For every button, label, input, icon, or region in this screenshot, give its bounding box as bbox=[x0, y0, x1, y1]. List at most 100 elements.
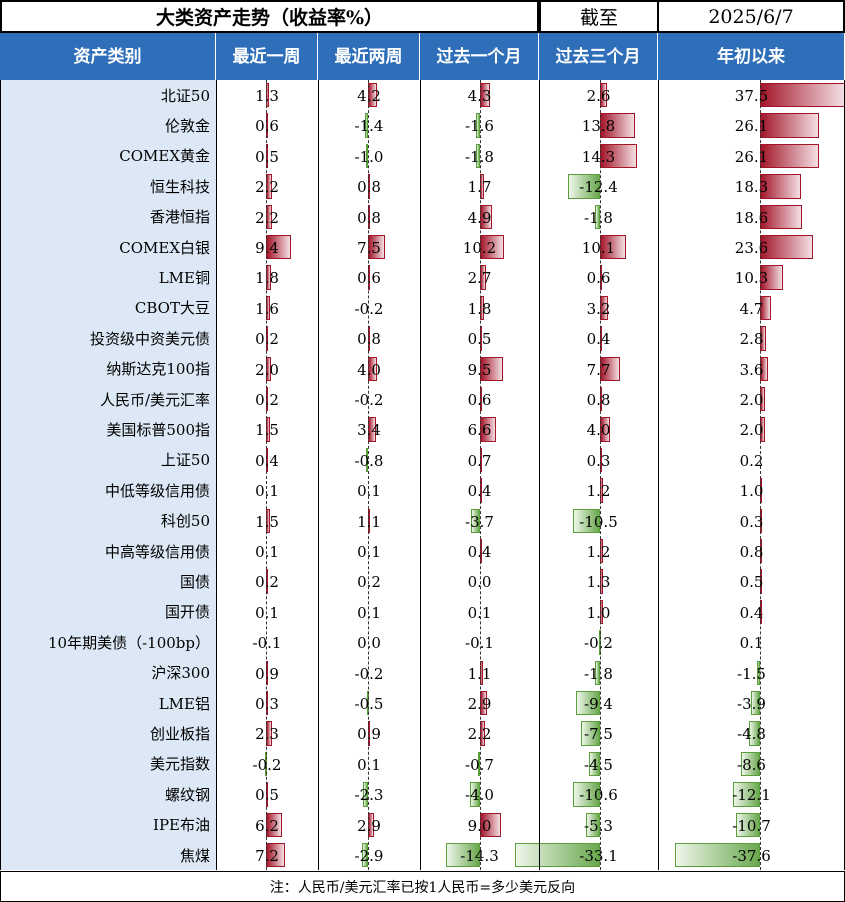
value-bar bbox=[362, 782, 368, 807]
value-bar bbox=[760, 204, 803, 229]
asset-name: CBOT大豆 bbox=[0, 292, 216, 324]
value-label: 0.4 bbox=[586, 330, 611, 349]
value-label: -0.8 bbox=[354, 451, 384, 470]
asset-name: 纳斯达克100指 bbox=[0, 353, 216, 384]
value-label: 2.8 bbox=[739, 330, 764, 349]
column-divider bbox=[216, 80, 217, 871]
value-bar bbox=[751, 691, 760, 716]
asset-name: COMEX黄金 bbox=[0, 140, 216, 172]
asset-name: 10年期美债（-100bp） bbox=[0, 627, 216, 658]
value-label: -1.6 bbox=[465, 117, 494, 136]
value-label: -3.9 bbox=[737, 695, 766, 713]
value-bar bbox=[365, 143, 368, 169]
value-bar bbox=[595, 660, 600, 685]
value-label: -37.6 bbox=[732, 847, 771, 865]
value-bar bbox=[595, 204, 600, 229]
value-bar bbox=[735, 812, 760, 837]
value-label: -0.2 bbox=[354, 299, 384, 318]
asset-name: IPE布油 bbox=[0, 809, 216, 840]
value-label: -0.5 bbox=[354, 695, 384, 713]
value-label: 0.4 bbox=[467, 482, 492, 501]
value-label: -0.1 bbox=[252, 634, 282, 653]
asset-name: 创业板指 bbox=[0, 718, 216, 749]
value-label: 0.5 bbox=[739, 573, 764, 592]
value-label: 0.4 bbox=[467, 543, 492, 561]
value-label: 0.2 bbox=[739, 451, 764, 470]
value-bar bbox=[576, 691, 600, 716]
value-label: -1.8 bbox=[584, 664, 613, 683]
value-label: 0.0 bbox=[467, 573, 492, 592]
value-label: 26.1 bbox=[734, 117, 769, 136]
value-label: -12.4 bbox=[579, 178, 618, 197]
asset-name: 国开债 bbox=[0, 596, 216, 628]
value-label: -10.6 bbox=[579, 786, 618, 805]
value-label: -5.3 bbox=[584, 816, 613, 835]
value-bar bbox=[470, 782, 480, 807]
value-label: -33.1 bbox=[579, 847, 618, 865]
value-label: 1.2 bbox=[586, 543, 611, 561]
value-bar bbox=[740, 751, 760, 777]
value-label: 4.3 bbox=[467, 87, 492, 105]
value-bar bbox=[756, 660, 760, 685]
column-header-0: 资产类别 bbox=[0, 33, 215, 80]
asset-name: 科创50 bbox=[0, 505, 216, 536]
value-label: 0.8 bbox=[739, 543, 764, 561]
column-divider bbox=[318, 80, 319, 871]
value-label: 0.1 bbox=[467, 603, 492, 622]
value-bar bbox=[600, 113, 636, 138]
asset-name: 香港恒指 bbox=[0, 201, 216, 232]
value-label: 2.0 bbox=[739, 391, 764, 409]
value-label: 0.6 bbox=[586, 269, 611, 288]
value-label: -10.5 bbox=[579, 512, 618, 531]
value-label: 4.0 bbox=[586, 421, 611, 440]
as-of-label: 截至 bbox=[539, 0, 659, 33]
value-label: -1.8 bbox=[465, 147, 494, 166]
value-label: 2.6 bbox=[586, 87, 611, 105]
value-label: -2.3 bbox=[354, 786, 384, 805]
asset-name: LME铜 bbox=[0, 262, 216, 293]
value-label: 1.1 bbox=[467, 664, 492, 683]
value-label: 7.7 bbox=[586, 360, 611, 379]
value-label: 2.2 bbox=[467, 725, 492, 744]
value-bar bbox=[573, 508, 600, 533]
value-label: -0.1 bbox=[465, 634, 494, 653]
value-label: -1.0 bbox=[354, 147, 384, 166]
value-bar bbox=[445, 843, 480, 868]
value-label: 3.2 bbox=[586, 299, 611, 318]
value-label: 0.3 bbox=[586, 451, 611, 470]
column-header-1: 最近一周 bbox=[216, 33, 317, 80]
value-label: 9.0 bbox=[467, 816, 492, 835]
asset-name: 国债 bbox=[0, 566, 216, 597]
value-label: -12.1 bbox=[732, 786, 771, 805]
value-label: 10.2 bbox=[462, 239, 497, 257]
asset-name: 中低等级信用债 bbox=[0, 475, 216, 506]
value-bar bbox=[471, 508, 480, 533]
value-bar bbox=[475, 143, 480, 169]
value-label: -1.5 bbox=[737, 664, 766, 683]
value-label: -9.4 bbox=[584, 695, 613, 713]
value-label: 14.3 bbox=[581, 147, 616, 166]
value-bar bbox=[600, 235, 626, 260]
value-bar bbox=[266, 235, 291, 260]
asset-name: 螺纹钢 bbox=[0, 779, 216, 810]
asset-name: 美元指数 bbox=[0, 748, 216, 780]
column-divider bbox=[420, 80, 421, 871]
value-label: 1.8 bbox=[467, 299, 492, 318]
asset-name: 上证50 bbox=[0, 444, 216, 476]
value-label: 0.7 bbox=[467, 451, 492, 470]
value-bar bbox=[586, 812, 600, 837]
value-bar bbox=[366, 447, 369, 473]
value-label: 0.3 bbox=[739, 512, 764, 531]
value-label: 0.4 bbox=[739, 603, 764, 622]
value-bar bbox=[476, 113, 480, 138]
value-label: 0.8 bbox=[586, 391, 611, 409]
value-label: -3.7 bbox=[465, 512, 494, 531]
value-label: -8.6 bbox=[737, 755, 766, 774]
zero-axis-line bbox=[480, 80, 481, 871]
value-label: -10.7 bbox=[732, 816, 771, 835]
value-label: 18.3 bbox=[734, 178, 769, 197]
zero-axis-line bbox=[368, 80, 369, 871]
value-label: 13.8 bbox=[581, 117, 616, 136]
value-label: 2.9 bbox=[467, 695, 492, 713]
